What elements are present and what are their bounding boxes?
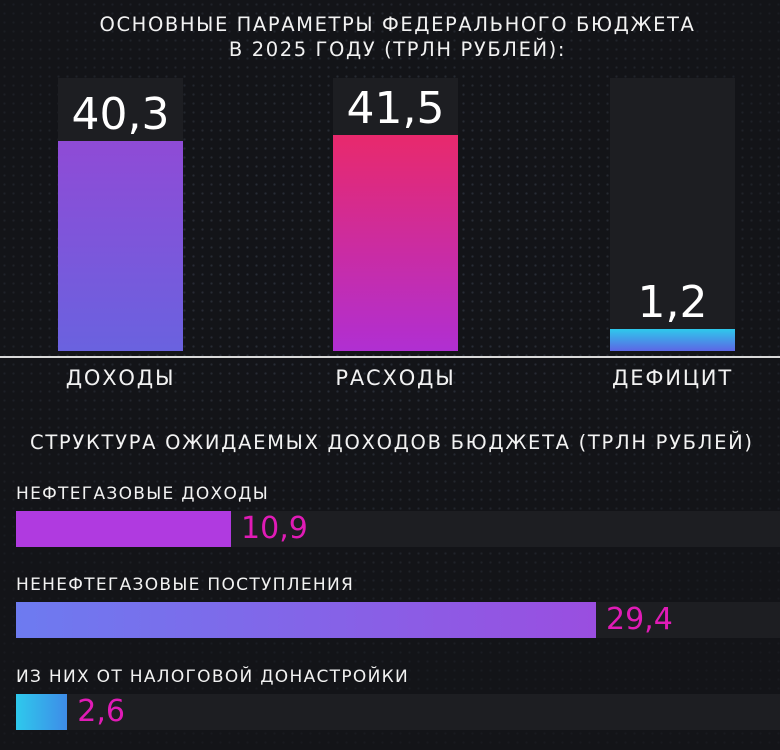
row-value-non-oil-gas: 29,4 <box>606 602 673 637</box>
row-bar-non-oil-gas <box>16 602 596 638</box>
revenue-structure-title: СТРУКТУРА ОЖИДАЕМЫХ ДОХОДОВ БЮДЖЕТА (ТРЛ… <box>30 431 754 454</box>
row-label-tax-adjustment: ИЗ НИХ ОТ НАЛОГОВОЙ ДОНАСТРОЙКИ <box>16 667 409 687</box>
bar-expenses <box>333 134 458 351</box>
title-line-1: ОСНОВНЫЕ ПАРАМЕТРЫ ФЕДЕРАЛЬНОГО БЮДЖЕТА <box>99 13 696 36</box>
chart-title: ОСНОВНЫЕ ПАРАМЕТРЫ ФЕДЕРАЛЬНОГО БЮДЖЕТА … <box>0 12 780 62</box>
category-label-deficit: ДЕФИЦИТ <box>612 366 733 390</box>
bar-track-deficit <box>610 78 735 351</box>
row-bar-tax-adjustment <box>16 694 68 730</box>
row-bar-oil-gas <box>16 511 232 547</box>
bar-deficit <box>610 329 735 351</box>
bar-value-deficit: 1,2 <box>637 277 708 328</box>
row-label-non-oil-gas: НЕНЕФТЕГАЗОВЫЕ ПОСТУПЛЕНИЯ <box>16 575 355 595</box>
category-label-income: ДОХОДЫ <box>65 366 176 390</box>
row-value-oil-gas: 10,9 <box>241 511 308 546</box>
row-label-oil-gas: НЕФТЕГАЗОВЫЕ ДОХОДЫ <box>16 484 270 504</box>
row-value-tax-adjustment: 2,6 <box>77 694 125 729</box>
category-label-expenses: РАСХОДЫ <box>335 366 456 390</box>
x-axis-line <box>0 356 780 358</box>
title-line-2: В 2025 ГОДУ (ТРЛН РУБЛЕЙ): <box>228 38 567 61</box>
row-track-tax-adjustment <box>16 694 780 730</box>
bar-value-expenses: 41,5 <box>346 82 445 134</box>
bar-value-income: 40,3 <box>71 89 170 140</box>
bar-income <box>58 141 183 351</box>
